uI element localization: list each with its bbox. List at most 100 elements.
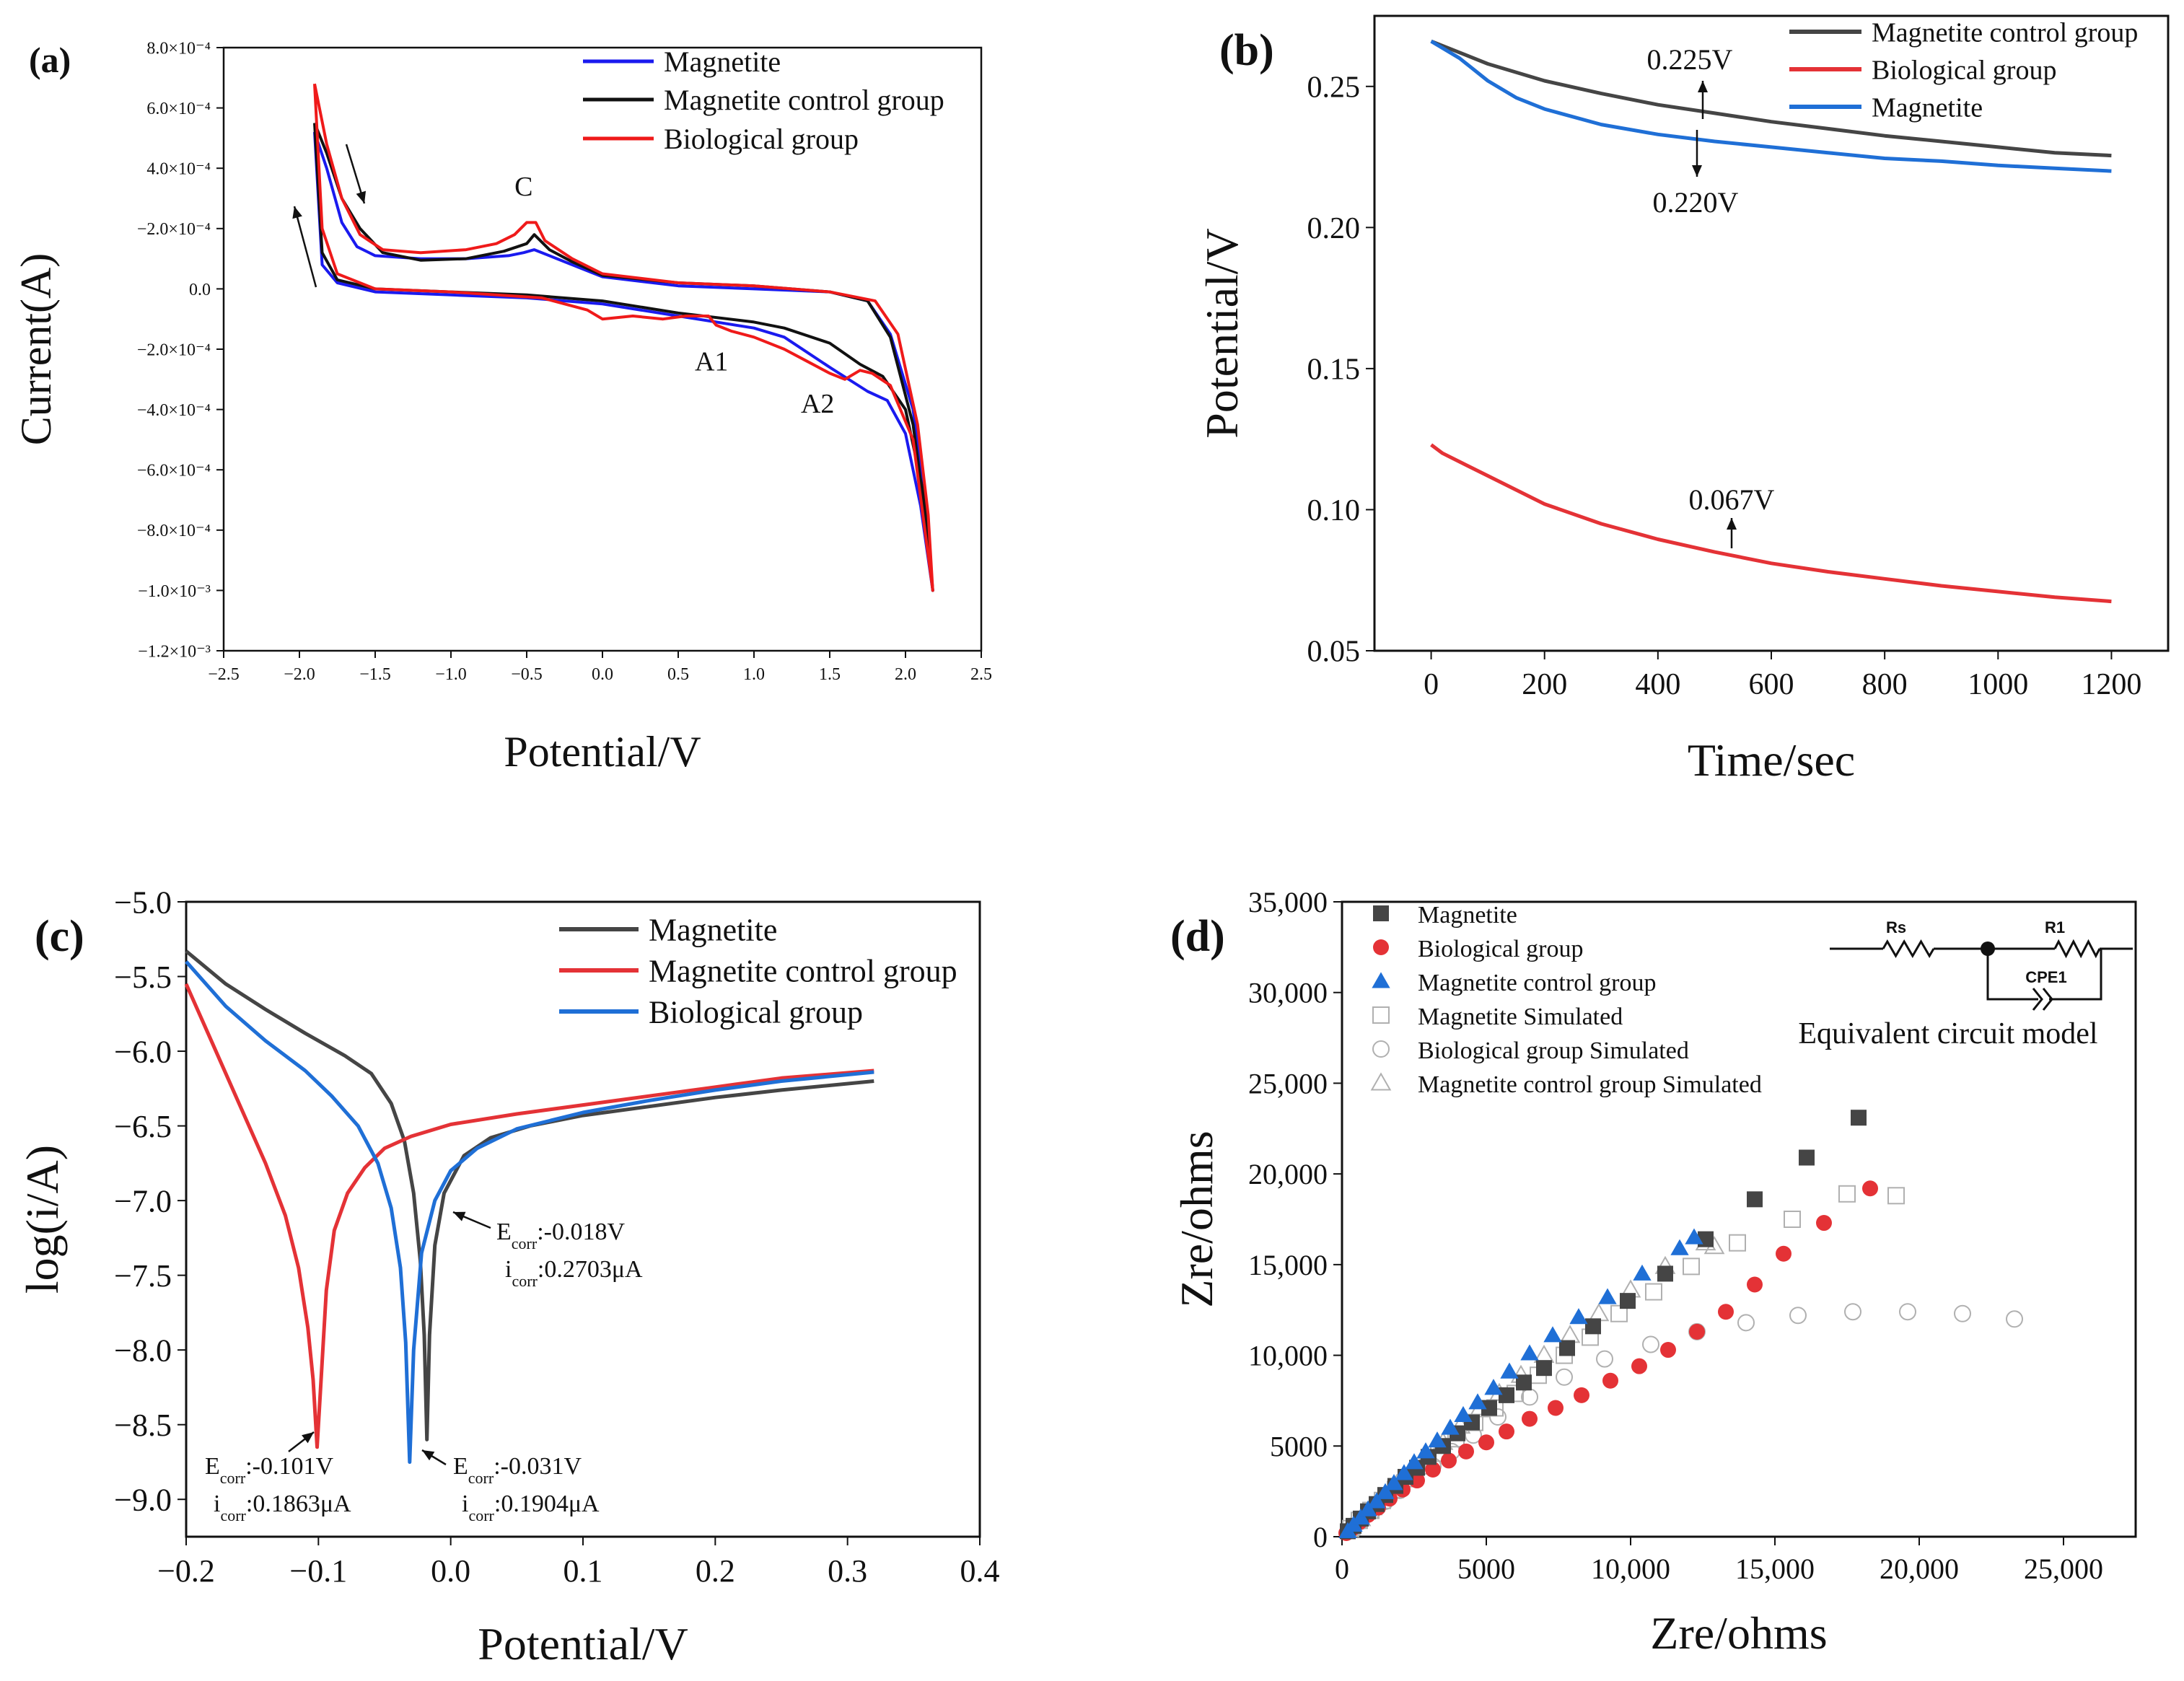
marker-circle bbox=[1441, 1452, 1457, 1469]
plot-frame-d bbox=[1341, 900, 2137, 1538]
marker-circle bbox=[1660, 1342, 1676, 1359]
marker-circle bbox=[1373, 939, 1389, 955]
value-arrow-control-head bbox=[1698, 81, 1708, 92]
y-tick-label: −2.0×10⁻⁴ bbox=[137, 220, 211, 239]
marker-circle bbox=[1499, 1423, 1514, 1440]
value-arrow-magnetite-head bbox=[1692, 165, 1702, 177]
x-tick-label: −2.5 bbox=[208, 665, 240, 684]
annotation-arrow-magnetite-head bbox=[453, 1211, 466, 1221]
marker-circle bbox=[1747, 1276, 1763, 1293]
marker-triangle bbox=[1376, 1483, 1395, 1499]
y-tick-label: −7.0 bbox=[114, 1184, 172, 1219]
y-tick-label: 8.0×10⁻⁴ bbox=[146, 39, 211, 58]
y-tick-label: 0.10 bbox=[1307, 494, 1361, 527]
marker-square bbox=[1536, 1360, 1552, 1377]
marker-circle bbox=[1899, 1303, 1916, 1321]
y-tick-label: −6.0 bbox=[114, 1034, 172, 1069]
y-tick-label: 20,000 bbox=[1248, 1158, 1328, 1190]
marker-square bbox=[1799, 1149, 1815, 1166]
marker-square bbox=[1585, 1318, 1601, 1335]
circuit-label-r1: R1 bbox=[2045, 918, 2065, 936]
x-axis-label: Potential/V bbox=[478, 1618, 688, 1669]
marker-triangle bbox=[1405, 1453, 1424, 1470]
x-tick-label: 0.4 bbox=[960, 1553, 1000, 1589]
marker-circle bbox=[2006, 1310, 2023, 1328]
value-label-magnetite: 0.220V bbox=[1653, 186, 1739, 219]
x-tick-label: 0 bbox=[1335, 1553, 1349, 1585]
y-axis-label: Potential/V bbox=[1196, 228, 1247, 439]
marker-square bbox=[1559, 1340, 1575, 1356]
cv-curve bbox=[313, 83, 934, 592]
marker-square bbox=[1887, 1187, 1905, 1205]
marker-triangle bbox=[1428, 1431, 1447, 1448]
y-tick-label: −5.5 bbox=[114, 960, 172, 995]
panel-label-c: (c) bbox=[35, 912, 84, 961]
marker-triangle bbox=[1416, 1442, 1435, 1459]
marker-triangle bbox=[1351, 1508, 1370, 1525]
y-tick-label: 0.0 bbox=[189, 281, 211, 299]
marker-circle bbox=[1489, 1408, 1507, 1426]
marker-triangle bbox=[1484, 1379, 1503, 1395]
marker-circle bbox=[1789, 1307, 1807, 1325]
plot-area-b: 0 200 400 600 800 1000 1200 0.05 0.10 0.15 0.20 0.2… bbox=[1196, 17, 2141, 786]
value-arrow-biological-head bbox=[1727, 518, 1737, 530]
marker-square bbox=[1645, 1283, 1662, 1301]
x-tick-label: 0.1 bbox=[563, 1553, 603, 1589]
y-tick-label: −6.0×10⁻⁴ bbox=[137, 462, 211, 480]
marker-circle bbox=[1776, 1245, 1792, 1262]
equivalent-circuit-inset: Rs R1 CPE1 bbox=[1830, 918, 2133, 1011]
y-tick-label: −5.0 bbox=[114, 885, 172, 920]
x-axis-label: Potential/V bbox=[504, 728, 701, 776]
legend-label: Magnetite control group bbox=[1418, 970, 1656, 996]
y-axis-label: log(i/A) bbox=[17, 1145, 68, 1294]
y-tick-label: 0.15 bbox=[1307, 354, 1361, 387]
marker-triangle bbox=[1468, 1393, 1487, 1410]
legend-label: Magnetite bbox=[664, 45, 781, 78]
y-tick-label: 0 bbox=[1313, 1521, 1328, 1553]
marker-triangle bbox=[1372, 972, 1390, 988]
x-tick-label: 200 bbox=[1522, 668, 1567, 701]
marker-circle bbox=[1631, 1358, 1647, 1374]
marker-circle bbox=[1689, 1323, 1705, 1340]
y-tick-label: 35,000 bbox=[1248, 886, 1328, 918]
marker-square bbox=[1499, 1387, 1514, 1403]
marker-triangle bbox=[1370, 1072, 1392, 1091]
panel-a: (a) −2.5 −2.0 −1.5 −1.0 −0.5 0.0 0.5 1.0 1.5 2.0 2… bbox=[12, 39, 992, 776]
marker-triangle bbox=[1500, 1362, 1519, 1379]
y-tick-label: 6.0×10⁻⁴ bbox=[146, 100, 211, 118]
potential-curve bbox=[1430, 40, 2112, 173]
marker-square bbox=[1516, 1374, 1532, 1391]
marker-triangle bbox=[1385, 1474, 1403, 1491]
marker-triangle bbox=[1367, 1492, 1386, 1509]
tafel-curve bbox=[185, 960, 874, 1464]
circuit-label-cpe1: CPE1 bbox=[2025, 968, 2066, 986]
x-tick-label: −0.2 bbox=[157, 1553, 215, 1589]
marker-circle bbox=[1556, 1368, 1573, 1386]
y-tick-label: −2.0×10⁻⁴ bbox=[137, 341, 211, 359]
marker-circle bbox=[1458, 1443, 1474, 1460]
y-tick-label: −4.0×10⁻⁴ bbox=[137, 401, 211, 420]
marker-circle bbox=[1816, 1215, 1832, 1232]
marker-circle bbox=[1862, 1180, 1878, 1197]
y-tick-label: −8.0 bbox=[114, 1333, 172, 1369]
legend-label: Biological group bbox=[664, 123, 859, 155]
y-tick-label: −8.0×10⁻⁴ bbox=[137, 522, 211, 540]
marker-circle bbox=[1737, 1314, 1755, 1332]
marker-circle bbox=[1425, 1461, 1441, 1478]
x-tick-label: 600 bbox=[1749, 668, 1794, 701]
marker-triangle bbox=[1569, 1308, 1588, 1325]
marker-triangle bbox=[1520, 1344, 1539, 1361]
circuit-label-rs: Rs bbox=[1886, 918, 1906, 936]
resistor-r1 bbox=[2053, 939, 2101, 959]
marker-triangle bbox=[1454, 1405, 1473, 1423]
marker-square bbox=[1610, 1304, 1628, 1322]
annotation-arrow-biological-head bbox=[422, 1450, 435, 1461]
marker-circle bbox=[1478, 1434, 1494, 1451]
x-tick-label: −0.1 bbox=[289, 1553, 347, 1589]
y-tick-label: −1.2×10⁻³ bbox=[138, 642, 211, 661]
x-tick-label: 2.0 bbox=[895, 665, 916, 684]
x-tick-label: −1.5 bbox=[359, 665, 391, 684]
marker-square bbox=[1481, 1400, 1497, 1416]
annotation-magnetite-ecorr: Ecorr:-0.018V bbox=[496, 1219, 625, 1252]
